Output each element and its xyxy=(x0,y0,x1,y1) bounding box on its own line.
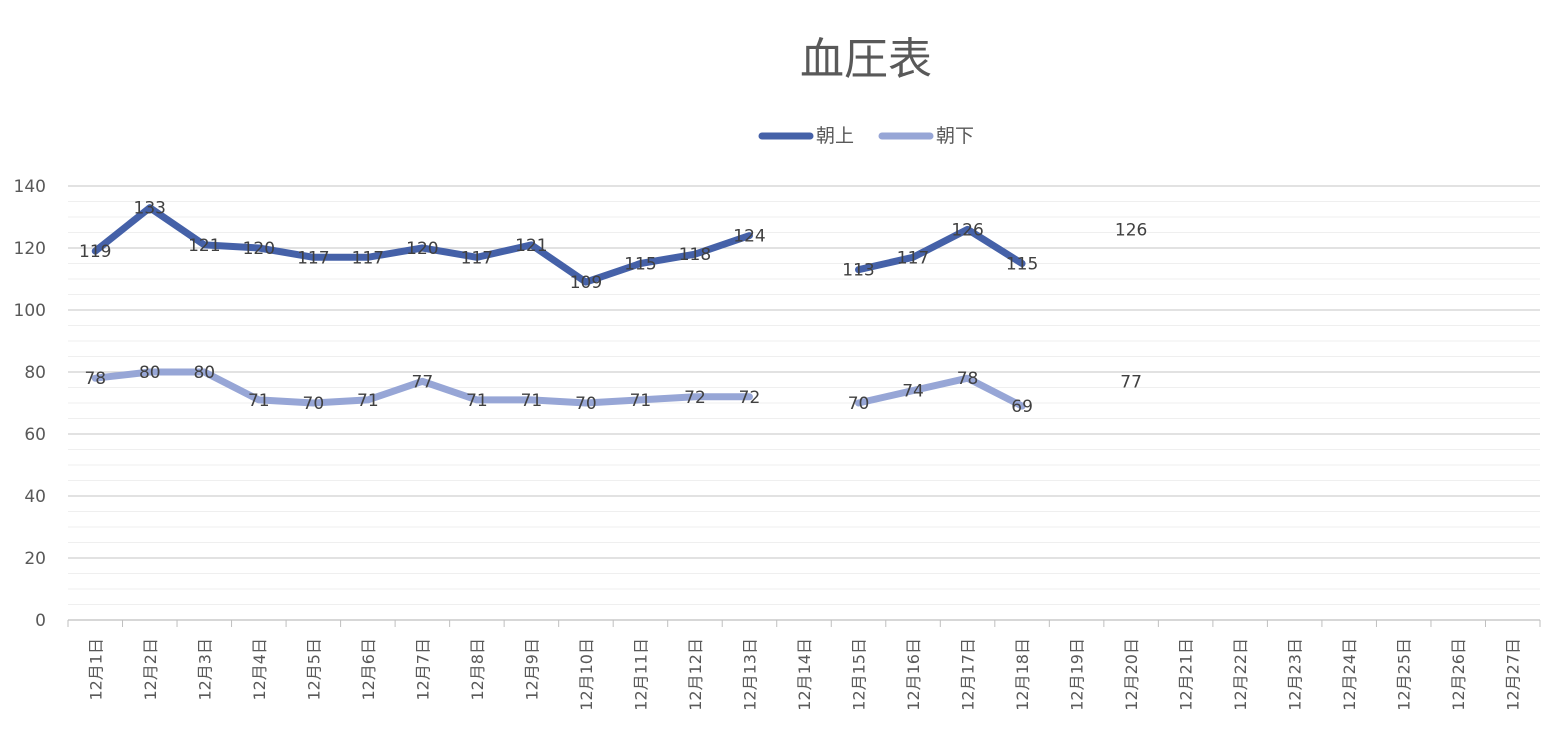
y-tick-label: 60 xyxy=(24,425,46,445)
x-tick-label: 12月24日 xyxy=(1340,638,1359,711)
x-tick-label: 12月2日 xyxy=(141,638,160,701)
series-line-2 xyxy=(91,368,753,407)
data-label: 124 xyxy=(733,227,765,247)
legend: 朝上 朝下 xyxy=(758,125,974,147)
x-tick-label: 12月5日 xyxy=(304,638,323,701)
x-tick-label: 12月16日 xyxy=(904,638,923,711)
series-line-2 xyxy=(855,374,1026,410)
x-tick-label: 12月17日 xyxy=(959,638,978,711)
y-tick-label: 20 xyxy=(24,549,46,569)
data-label: 80 xyxy=(139,363,161,383)
data-label: 70 xyxy=(848,394,870,414)
x-tick-label: 12月20日 xyxy=(1122,638,1141,711)
x-tick-label: 12月10日 xyxy=(577,638,596,711)
data-label: 78 xyxy=(957,369,979,389)
data-label: 121 xyxy=(515,236,547,256)
data-label: 117 xyxy=(461,248,493,268)
x-tick-label: 12月15日 xyxy=(850,638,869,711)
data-label: 71 xyxy=(248,391,270,411)
x-axis: 12月1日 12月2日 12月3日 12月4日 12月5日 12月6日 12月7日 12月8日… xyxy=(67,619,1541,711)
x-tick-label: 12月19日 xyxy=(1068,638,1087,711)
x-tick-label: 12月26日 xyxy=(1449,638,1468,711)
data-label: 119 xyxy=(79,242,111,262)
data-label: 80 xyxy=(193,363,215,383)
data-label: 109 xyxy=(570,273,602,293)
data-label: 72 xyxy=(684,388,706,408)
x-tick-label: 12月22日 xyxy=(1231,638,1250,711)
x-tick-label: 12月14日 xyxy=(795,638,814,711)
data-label: 120 xyxy=(243,239,275,259)
data-label: 72 xyxy=(739,388,761,408)
x-tick-label: 12月12日 xyxy=(686,638,705,711)
x-tick-label: 12月18日 xyxy=(1013,638,1032,711)
y-tick-label: 40 xyxy=(24,487,46,507)
data-label: 120 xyxy=(406,239,438,259)
y-axis: 0 20 40 60 80 100 120 140 xyxy=(14,177,46,631)
data-label: 115 xyxy=(624,255,656,275)
x-tick-label: 12月8日 xyxy=(468,638,487,701)
gridlines xyxy=(68,185,1540,605)
data-label: 115 xyxy=(1006,255,1038,275)
data-label: 77 xyxy=(1120,372,1142,392)
data-label: 71 xyxy=(357,391,379,411)
data-label: 74 xyxy=(902,382,924,402)
x-tick-label: 12月4日 xyxy=(250,638,269,701)
series-line-1 xyxy=(91,204,753,286)
data-labels: 119 133 121 120 117 117 120 117 121 109 115 118 124 1… xyxy=(79,199,1147,417)
data-label: 71 xyxy=(466,391,488,411)
x-tick-label: 12月3日 xyxy=(195,638,214,701)
x-tick-label: 12月21日 xyxy=(1177,638,1196,711)
series-lines xyxy=(91,204,1026,410)
data-label: 113 xyxy=(842,261,874,281)
x-tick-label: 12月11日 xyxy=(631,638,650,711)
data-label: 78 xyxy=(84,369,106,389)
x-tick-label: 12月6日 xyxy=(359,638,378,701)
data-label: 71 xyxy=(521,391,543,411)
y-tick-label: 100 xyxy=(14,301,46,321)
data-label: 69 xyxy=(1011,397,1033,417)
data-label: 133 xyxy=(134,199,166,219)
data-label: 117 xyxy=(897,248,929,268)
data-label: 77 xyxy=(412,372,434,392)
data-label: 70 xyxy=(575,394,597,414)
data-label: 121 xyxy=(188,236,220,256)
x-tick-label: 12月9日 xyxy=(522,638,541,701)
y-tick-label: 0 xyxy=(35,611,46,631)
legend-label-2: 朝下 xyxy=(936,125,974,147)
x-tick-label: 12月25日 xyxy=(1395,638,1414,711)
x-tick-label: 12月23日 xyxy=(1286,638,1305,711)
data-label: 70 xyxy=(303,394,325,414)
y-tick-label: 120 xyxy=(14,239,46,259)
data-label: 118 xyxy=(679,245,711,265)
data-label: 117 xyxy=(352,248,384,268)
y-tick-label: 140 xyxy=(14,177,46,197)
data-label: 126 xyxy=(951,220,983,240)
y-tick-label: 80 xyxy=(24,363,46,383)
chart-title: 血圧表 xyxy=(800,34,932,85)
x-tick-label: 12月13日 xyxy=(740,638,759,711)
data-label: 117 xyxy=(297,248,329,268)
legend-label-1: 朝上 xyxy=(816,125,854,147)
data-label: 126 xyxy=(1115,220,1147,240)
x-tick-label: 12月1日 xyxy=(86,638,105,701)
data-label: 71 xyxy=(630,391,652,411)
x-tick-label: 12月27日 xyxy=(1504,638,1523,711)
x-tick-label: 12月7日 xyxy=(413,638,432,701)
series-line-1 xyxy=(855,225,1026,274)
